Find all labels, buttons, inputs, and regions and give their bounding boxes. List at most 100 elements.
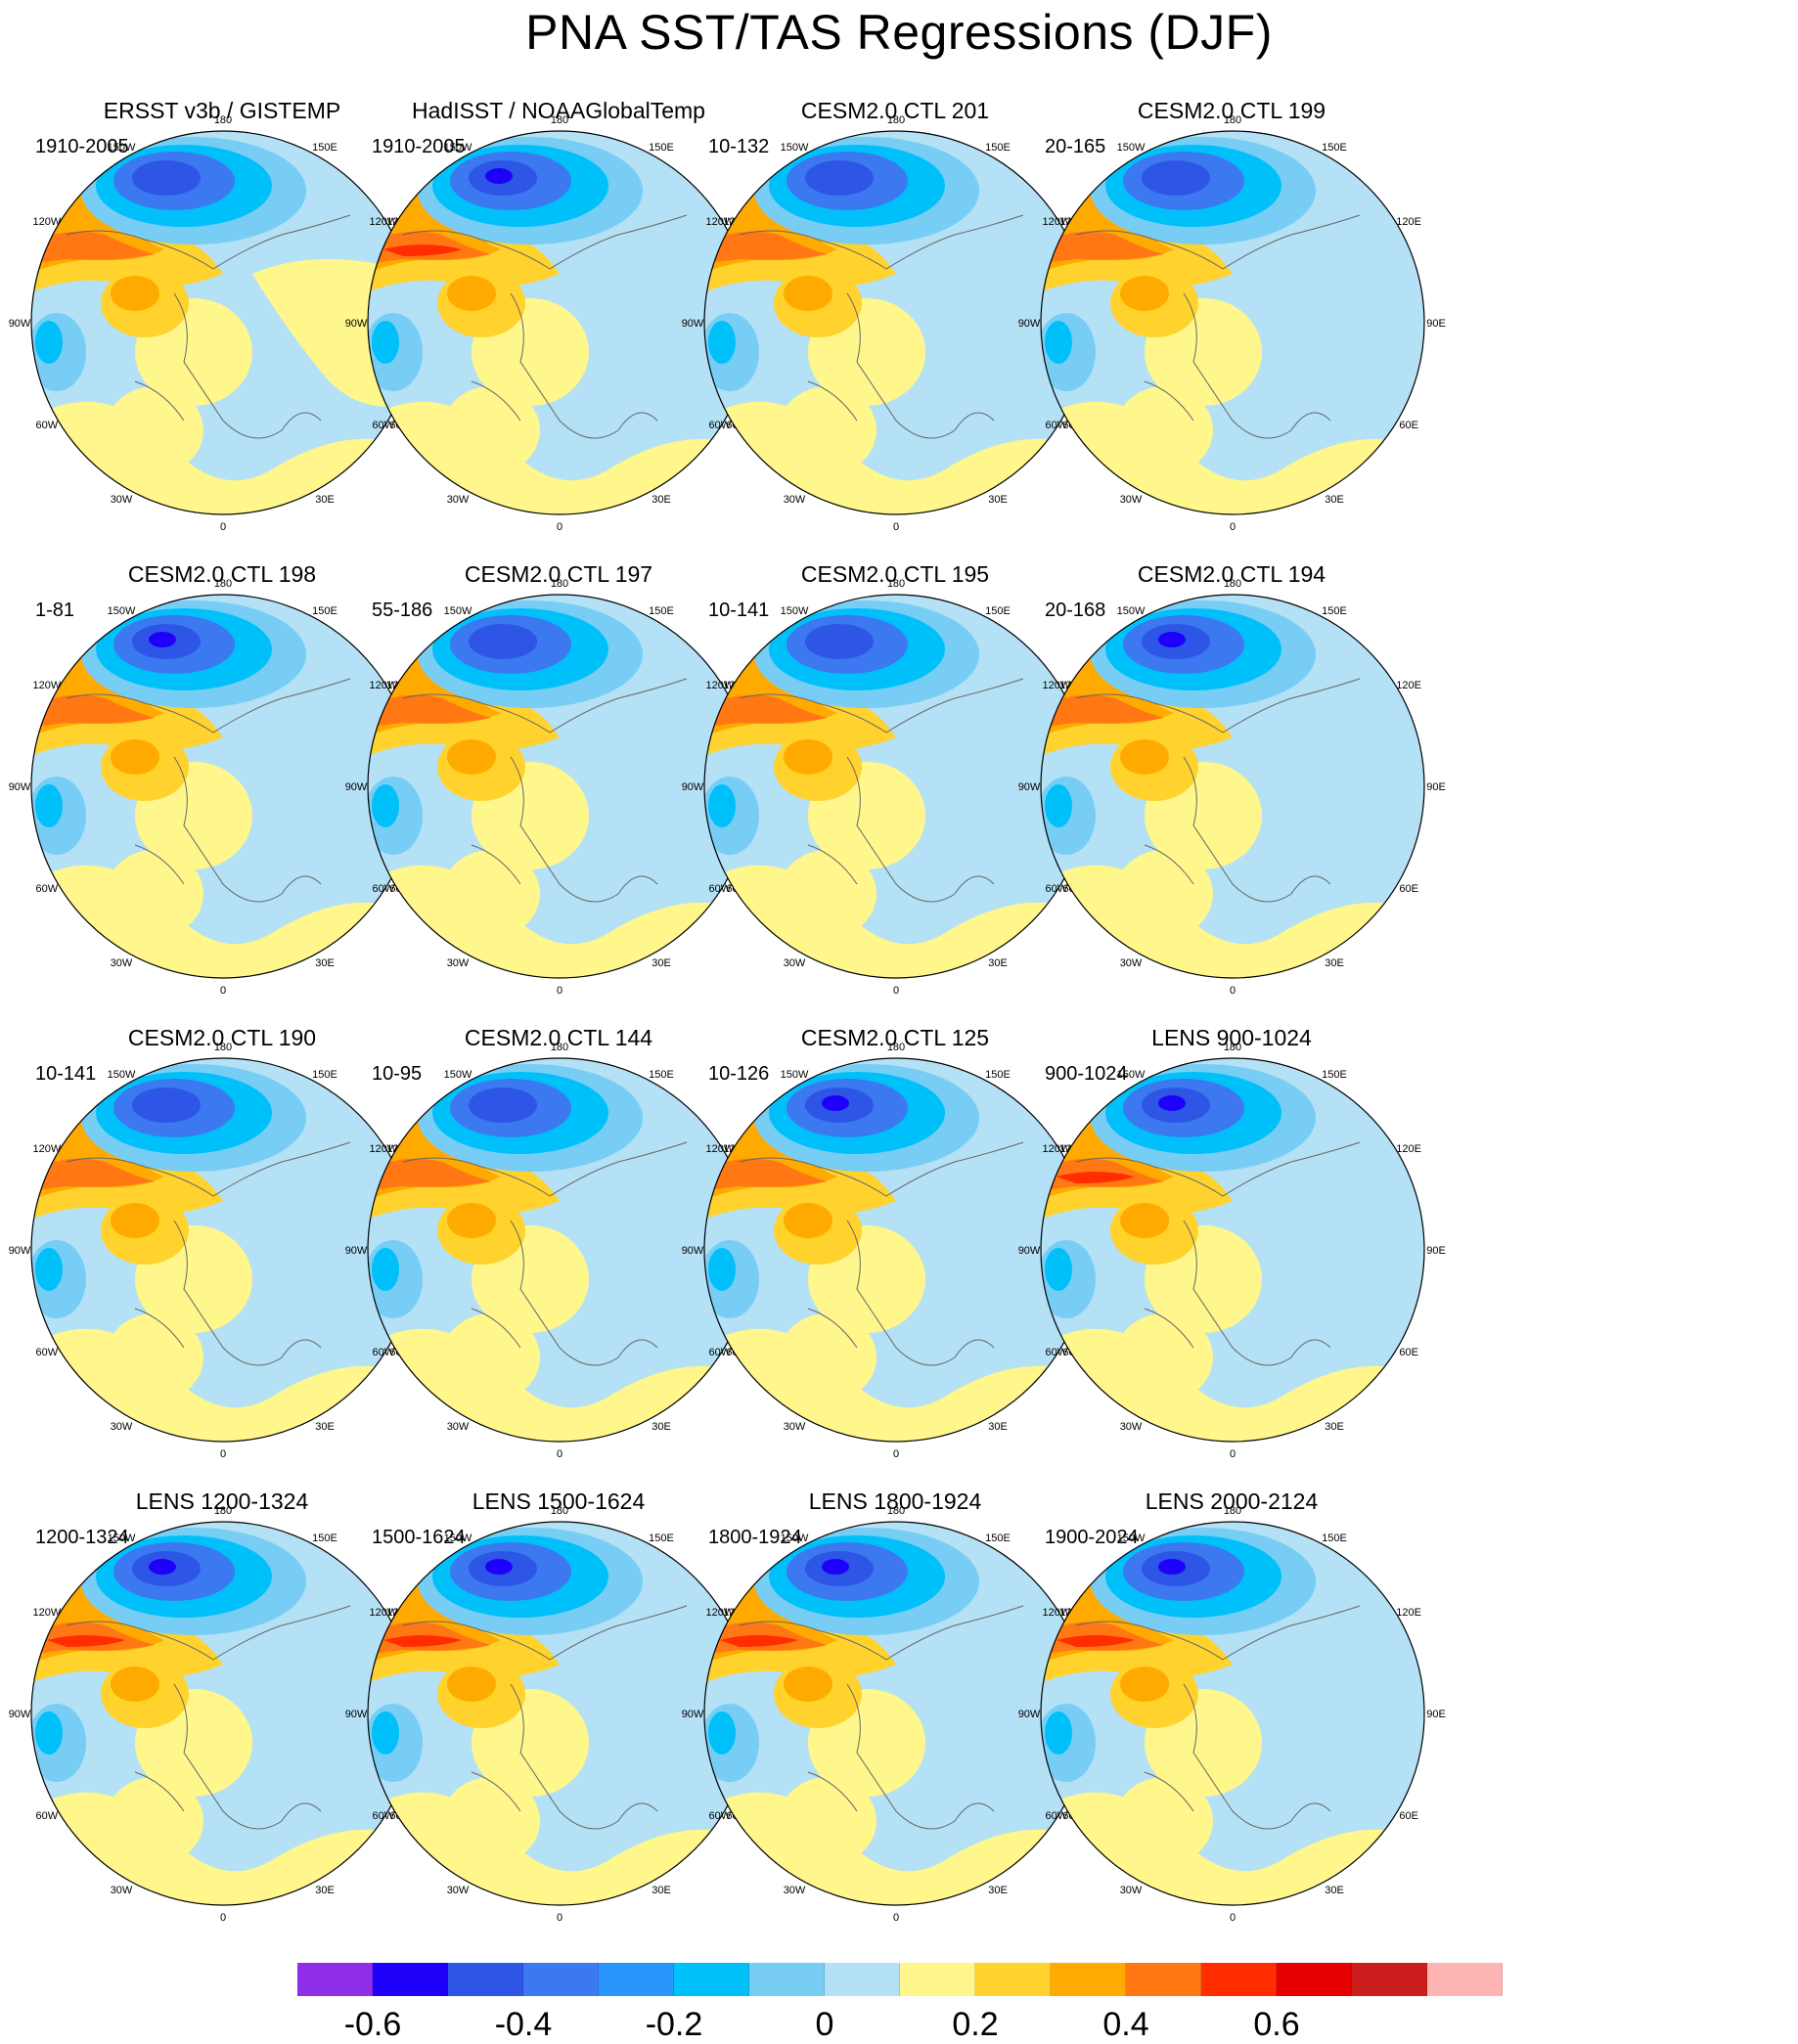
colorbar-box <box>975 1963 1051 1996</box>
longitude-label: 30E <box>652 957 671 969</box>
longitude-label: 150W <box>444 605 472 617</box>
colorbar-box <box>1126 1963 1201 1996</box>
longitude-label: 180 <box>551 114 568 126</box>
panel-title: CESM2.0 CTL 199 <box>1137 98 1326 123</box>
coastline <box>66 1141 351 1366</box>
longitude-label: 30W <box>447 494 470 506</box>
map-boundary <box>1040 1057 1425 1443</box>
panel-title: LENS 1500-1624 <box>472 1489 646 1514</box>
longitude-label: 150E <box>649 142 674 154</box>
longitude-label: 120E <box>1396 1607 1421 1619</box>
longitude-label: 150W <box>108 142 136 154</box>
colorbar-tick-label: 0.6 <box>1253 2006 1300 2043</box>
longitude-label: 30E <box>315 1885 335 1896</box>
longitude-label: 180 <box>551 1042 568 1053</box>
map-panel: LENS 900-1024 180 150E 120E 90E 60E 30E 0 30W 60W… <box>1008 927 1456 1460</box>
panel-period: 1800-1924 <box>708 1527 802 1548</box>
coastline <box>1075 214 1361 439</box>
anomaly-field <box>31 595 415 978</box>
anomaly-field <box>1041 595 1424 978</box>
longitude-label: 90W <box>682 781 704 793</box>
longitude-label: 30E <box>988 1421 1008 1433</box>
panel-title: LENS 1800-1924 <box>808 1489 982 1514</box>
longitude-label: 180 <box>887 1042 905 1053</box>
longitude-label: 60W <box>373 1810 395 1822</box>
longitude-label: 60E <box>1399 883 1418 895</box>
panel-period: 55-186 <box>372 600 433 621</box>
panel-period: 10-141 <box>35 1063 97 1085</box>
longitude-label: 150E <box>312 1533 337 1544</box>
panel-period: 1200-1324 <box>35 1527 129 1548</box>
longitude-label: 120W <box>32 680 61 691</box>
map-panel: CESM2.0 CTL 201180150E120E90E60E30E030W6… <box>671 0 1119 533</box>
map-boundary <box>1040 1521 1425 1906</box>
longitude-label: 60W <box>36 1810 59 1822</box>
longitude-label: 30W <box>111 494 133 506</box>
longitude-label: 180 <box>551 578 568 590</box>
longitude-label: 30W <box>111 1421 133 1433</box>
anomaly-field <box>704 131 1088 514</box>
longitude-label: 120W <box>32 1143 61 1155</box>
longitude-label: 30W <box>784 494 806 506</box>
longitude-label: 150W <box>1117 605 1146 617</box>
longitude-label: 120W <box>1042 680 1070 691</box>
longitude-label: 60E <box>1399 1810 1418 1822</box>
longitude-label: 30E <box>1325 957 1344 969</box>
longitude-label: 90W <box>9 781 31 793</box>
longitude-label: 120W <box>1042 1607 1070 1619</box>
panel-title: CESM2.0 CTL 195 <box>800 561 990 587</box>
longitude-label: 150E <box>985 605 1011 617</box>
longitude-label: 30E <box>1325 1421 1344 1433</box>
colorbar-box <box>674 1963 749 1996</box>
longitude-label: 180 <box>887 578 905 590</box>
longitude-label: 150W <box>444 1533 472 1544</box>
longitude-label: 30E <box>315 957 335 969</box>
longitude-label: 60W <box>709 420 732 431</box>
panel-title: CESM2.0 CTL 201 <box>800 98 990 123</box>
longitude-label: 90E <box>1426 318 1446 330</box>
panel-period: 1910-2005 <box>35 136 129 157</box>
longitude-label: 150W <box>444 142 472 154</box>
longitude-label: 0 <box>557 1448 562 1460</box>
longitude-label: 90W <box>9 1709 31 1720</box>
longitude-label: 60W <box>709 1347 732 1358</box>
map-panel: CESM2.0 CTL 194 180 150E 120E 90E 60E 30E 0 30W 6… <box>1008 464 1456 997</box>
longitude-label: 180 <box>1224 578 1241 590</box>
longitude-label: 0 <box>1230 1912 1236 1924</box>
longitude-label: 60W <box>36 1347 59 1358</box>
longitude-label: 60W <box>373 420 395 431</box>
longitude-label: 150E <box>649 1533 674 1544</box>
colorbar-box <box>825 1963 900 1996</box>
longitude-label: 120W <box>705 216 734 228</box>
colorbar-box <box>749 1963 825 1996</box>
map-panel: CESM2.0 CTL 144180150E120E90E60E30E030W6… <box>335 927 783 1460</box>
colorbar-box <box>900 1963 975 1996</box>
longitude-label: 30W <box>1120 1885 1143 1896</box>
panel-title: CESM2.0 CTL 197 <box>464 561 653 587</box>
longitude-label: 120W <box>705 1143 734 1155</box>
panel-title: ERSST v3b / GISTEMP <box>103 98 341 123</box>
panel-title: CESM2.0 CTL 144 <box>464 1025 653 1050</box>
longitude-label: 60W <box>709 883 732 895</box>
longitude-label: 90W <box>682 1709 704 1720</box>
longitude-label: 180 <box>887 114 905 126</box>
longitude-label: 90E <box>1426 1709 1446 1720</box>
longitude-label: 0 <box>893 1912 899 1924</box>
longitude-label: 180 <box>1224 114 1241 126</box>
longitude-label: 30E <box>652 1885 671 1896</box>
longitude-label: 60W <box>1046 420 1068 431</box>
map-panel: LENS 1800-1924180150E120E90E60E30E030W60… <box>671 1391 1119 1924</box>
panel-period: 1910-2005 <box>372 136 466 157</box>
colorbar-box <box>1352 1963 1427 1996</box>
longitude-label: 150E <box>985 142 1011 154</box>
colorbar-box <box>448 1963 523 1996</box>
longitude-label: 90W <box>345 1709 368 1720</box>
longitude-label: 150E <box>312 1069 337 1081</box>
longitude-label: 30W <box>784 1885 806 1896</box>
